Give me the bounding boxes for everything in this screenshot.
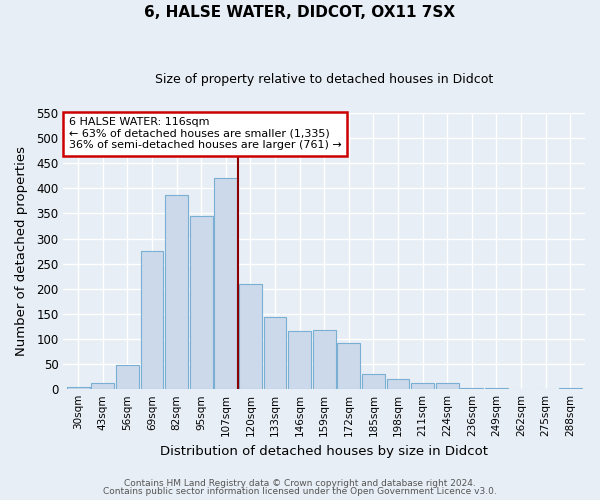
Bar	[190, 216, 212, 389]
Text: Contains public sector information licensed under the Open Government Licence v3: Contains public sector information licen…	[103, 488, 497, 496]
Bar	[214, 178, 237, 389]
Bar	[140, 251, 163, 389]
Bar	[460, 388, 483, 389]
Bar	[386, 379, 409, 389]
Bar	[91, 383, 114, 389]
Bar	[263, 318, 286, 389]
Y-axis label: Number of detached properties: Number of detached properties	[15, 146, 28, 356]
Text: Contains HM Land Registry data © Crown copyright and database right 2024.: Contains HM Land Registry data © Crown c…	[124, 478, 476, 488]
Bar	[485, 388, 508, 389]
Bar	[411, 383, 434, 389]
Title: Size of property relative to detached houses in Didcot: Size of property relative to detached ho…	[155, 72, 493, 86]
Bar	[67, 386, 89, 389]
Bar	[534, 388, 557, 389]
Bar	[362, 374, 385, 389]
Text: 6 HALSE WATER: 116sqm
← 63% of detached houses are smaller (1,335)
36% of semi-d: 6 HALSE WATER: 116sqm ← 63% of detached …	[68, 117, 341, 150]
Bar	[313, 330, 335, 389]
Bar	[436, 383, 458, 389]
Bar	[337, 344, 360, 389]
Bar	[116, 365, 139, 389]
X-axis label: Distribution of detached houses by size in Didcot: Distribution of detached houses by size …	[160, 444, 488, 458]
Text: 6, HALSE WATER, DIDCOT, OX11 7SX: 6, HALSE WATER, DIDCOT, OX11 7SX	[145, 5, 455, 20]
Bar	[509, 388, 532, 389]
Bar	[288, 331, 311, 389]
Bar	[239, 284, 262, 389]
Bar	[165, 195, 188, 389]
Bar	[559, 388, 581, 389]
